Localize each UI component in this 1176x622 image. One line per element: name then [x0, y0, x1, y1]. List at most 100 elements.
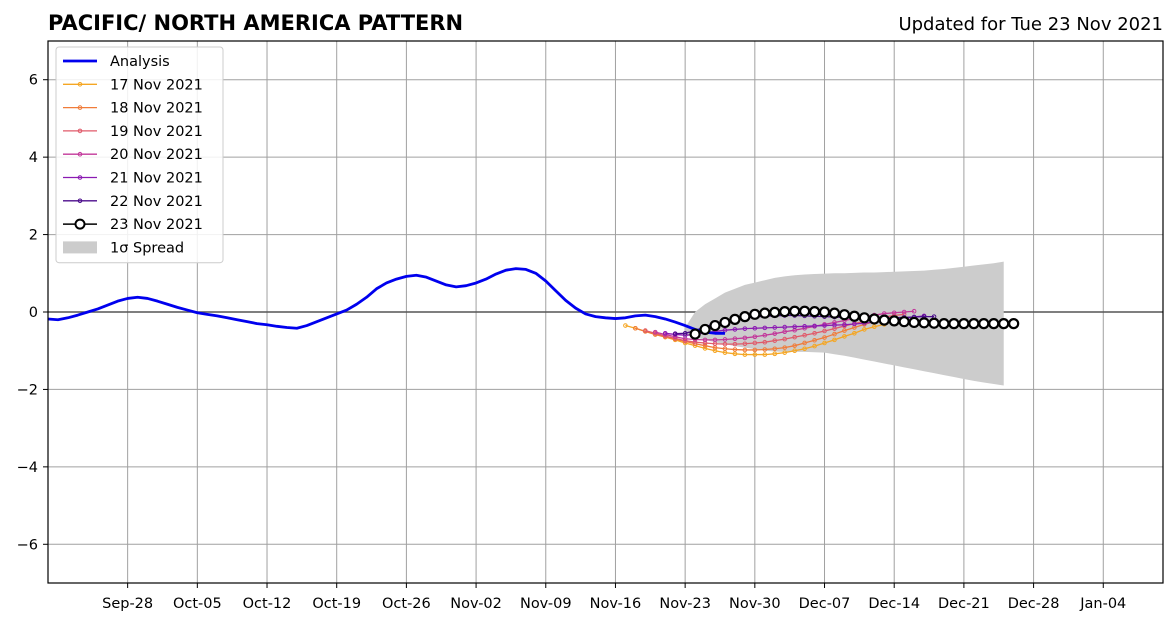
forecast-latest-point: [1008, 318, 1020, 330]
legend-label: 21 Nov 2021: [110, 171, 203, 187]
forecast-latest-point: [709, 319, 721, 332]
x-tick-label: Sep-28: [102, 596, 153, 612]
y-tick-label: 4: [29, 150, 38, 166]
forecast-point: [752, 334, 758, 340]
legend-label: 17 Nov 2021: [110, 77, 203, 93]
forecast-point: [732, 336, 738, 342]
forecast-latest-point: [739, 311, 751, 323]
spread-area: [685, 261, 1004, 386]
forecast-point: [802, 332, 807, 338]
forecast-point: [752, 325, 758, 331]
forecast-point: [752, 347, 758, 353]
legend: Analysis 17 Nov 2021 18 Nov 2021 19 Nov 202…: [55, 46, 224, 264]
forecast-point: [832, 337, 837, 343]
forecast-point: [732, 341, 738, 347]
forecast-point: [782, 329, 787, 335]
x-tick-label: Nov-02: [450, 596, 502, 612]
forecast-line: [635, 317, 895, 351]
forecast-latest-point: [988, 318, 1000, 330]
forecast-point: [792, 348, 797, 354]
forecast-point: [762, 352, 768, 357]
legend-label: 23 Nov 2021: [110, 217, 203, 233]
forecast-point: [652, 329, 658, 335]
x-tick-label: Oct-26: [382, 596, 431, 612]
forecast-point: [662, 330, 668, 336]
forecast-point: [822, 328, 827, 334]
forecast-latest-point: [958, 318, 970, 330]
forecast-point: [722, 337, 728, 342]
forecast-point: [842, 322, 847, 328]
forecast-latest-point: [908, 316, 920, 329]
forecast-point: [702, 343, 708, 348]
forecast-latest-point: [828, 307, 841, 319]
legend-swatch-marker: [77, 151, 83, 157]
legend-swatch-marker: [77, 105, 83, 110]
forecast-point: [623, 323, 628, 328]
forecast-point: [722, 346, 728, 352]
x-tick-label: Nov-30: [729, 596, 781, 612]
forecast-point: [812, 337, 817, 343]
forecast-point: [792, 334, 797, 340]
forecast-point: [822, 335, 827, 340]
forecast-point: [742, 347, 748, 353]
x-tick-label: Jan-04: [1079, 596, 1126, 612]
x-tick-label: Dec-07: [799, 596, 851, 612]
legend-label: 19 Nov 2021: [110, 124, 203, 140]
legend-swatch-spread: [63, 241, 97, 254]
x-tick-label: Dec-21: [938, 596, 990, 612]
legend-label: 22 Nov 2021: [110, 194, 203, 210]
legend-swatch-open-marker: [74, 218, 86, 230]
forecast-point: [832, 322, 837, 328]
forecast-point: [812, 330, 817, 336]
forecast-latest-point: [938, 318, 950, 330]
forecast-point: [712, 348, 718, 354]
forecast-point: [742, 335, 748, 341]
forecast-point: [712, 337, 718, 343]
forecast-latest-point: [818, 306, 831, 318]
forecast-latest-point: [719, 316, 731, 329]
forecast-point: [822, 323, 827, 328]
forecast-point: [722, 341, 728, 347]
forecast-latest-point: [759, 307, 771, 319]
forecast-point: [812, 343, 817, 349]
x-tick-label: Oct-12: [243, 596, 292, 612]
forecast-point: [802, 324, 807, 329]
forecast-point: [782, 336, 787, 342]
forecast-point: [762, 325, 768, 331]
forecast-latest-point: [749, 308, 761, 320]
series-group: [47, 267, 1020, 357]
forecast-point: [702, 346, 708, 351]
forecast-latest-point: [888, 315, 900, 327]
tick-labels: Sep-28 Oct-05 Oct-12 Oct-19 Oct-26 Nov-02 Nov-…: [17, 73, 1127, 612]
forecast-latest-point: [868, 313, 880, 325]
forecast-latest-point: [769, 306, 781, 318]
forecast-point: [832, 331, 837, 337]
forecast-latest-point: [998, 318, 1010, 330]
forecast-point: [812, 323, 817, 329]
forecast-latest-point: [808, 306, 821, 318]
forecast-point: [901, 309, 907, 315]
forecast-point: [752, 352, 758, 357]
forecast-latest-point: [928, 317, 940, 329]
forecast-point: [672, 331, 678, 336]
forecast-point: [732, 351, 738, 357]
forecast-point: [643, 328, 648, 333]
forecast-latest-point: [729, 313, 741, 325]
forecast-point: [911, 308, 917, 314]
forecast-latest-point: [878, 314, 890, 326]
forecast-point: [862, 327, 867, 332]
forecast-point: [772, 351, 778, 357]
forecast-point: [852, 330, 857, 336]
forecast-point: [802, 340, 807, 346]
y-tick-label: −4: [17, 460, 38, 476]
forecast-latest-point: [968, 318, 980, 330]
forecast-point: [702, 340, 708, 346]
chart-subtitle: Updated for Tue 23 Nov 2021: [898, 14, 1163, 35]
forecast-point: [832, 320, 837, 325]
forecast-point: [802, 346, 807, 352]
forecast-point: [772, 331, 778, 336]
forecast-point: [782, 345, 787, 350]
x-tick-label: Oct-19: [312, 596, 361, 612]
forecast-point: [792, 324, 797, 330]
